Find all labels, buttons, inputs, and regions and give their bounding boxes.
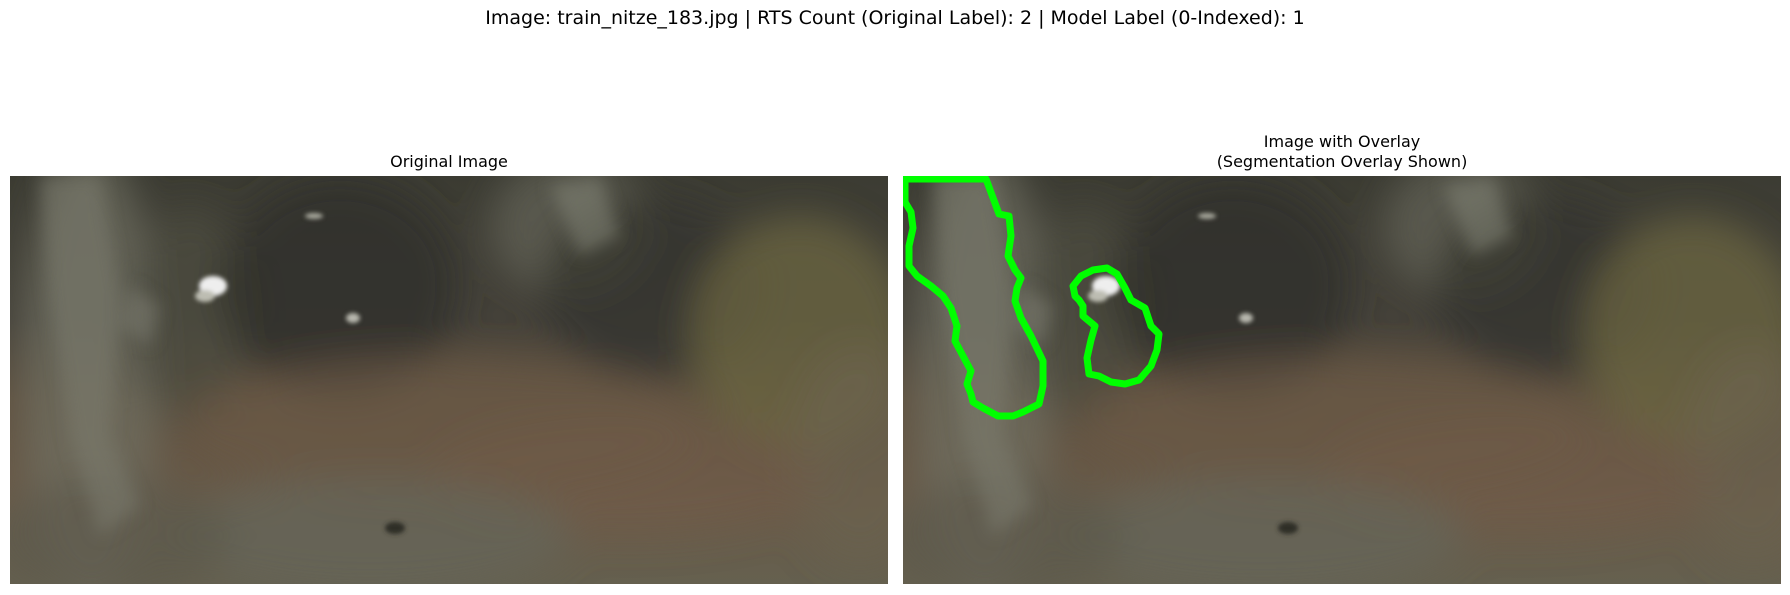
original-image bbox=[10, 176, 888, 584]
left-panel-title: Original Image bbox=[390, 152, 508, 171]
segmentation-outline-1 bbox=[903, 176, 1047, 420]
segmentation-outline-2 bbox=[1069, 264, 1163, 388]
original-image-svg bbox=[10, 176, 888, 584]
overlay-image bbox=[903, 176, 1781, 584]
right-panel-title-line2: (Segmentation Overlay Shown) bbox=[1216, 152, 1468, 171]
overlay-image-svg bbox=[903, 176, 1781, 584]
right-panel-title-line1: Image with Overlay bbox=[1263, 132, 1421, 151]
figure-title: Image: train_nitze_183.jpg | RTS Count (… bbox=[485, 7, 1305, 29]
